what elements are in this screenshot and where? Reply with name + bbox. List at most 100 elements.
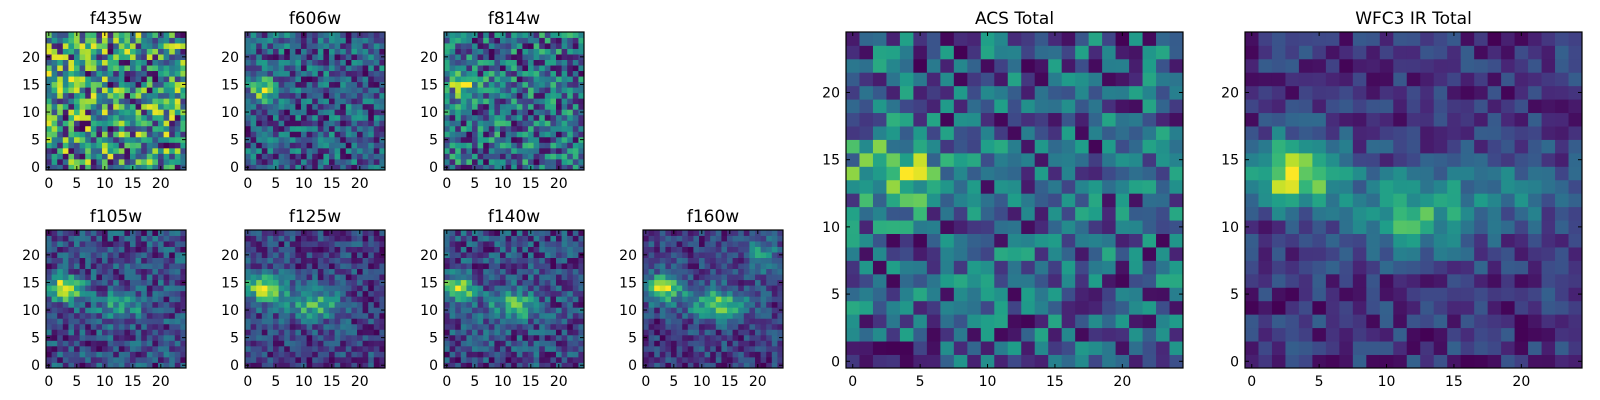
heatmap-cell (289, 59, 296, 66)
heatmap-cell (130, 120, 136, 127)
heatmap-cell (953, 179, 968, 194)
heatmap-cell (317, 290, 324, 297)
heatmap-cell (528, 323, 534, 330)
heatmap-cell (62, 32, 69, 38)
heatmap-cell (146, 32, 153, 38)
heatmap-cell (329, 65, 335, 72)
heatmap-cell (250, 340, 257, 347)
heatmap-cell (727, 263, 733, 270)
heatmap-cell (846, 354, 860, 369)
heatmap-cell (687, 268, 694, 275)
heatmap-cell (174, 125, 181, 132)
heatmap-cell (130, 114, 136, 121)
heatmap-cell (102, 307, 108, 314)
heatmap-cell (158, 268, 164, 275)
heatmap-cell (340, 340, 347, 347)
heatmap-cell (357, 76, 363, 83)
heatmap-cell (550, 76, 557, 83)
heatmap-cell (710, 340, 717, 347)
heatmap-cell (743, 340, 750, 347)
heatmap-cell (1142, 341, 1157, 355)
heatmap-cell (312, 323, 319, 330)
heatmap-cell (444, 43, 450, 49)
heatmap-cell (317, 54, 324, 60)
heatmap-cell (449, 87, 456, 94)
heatmap-cell (90, 131, 97, 138)
heatmap-cell (379, 76, 386, 83)
heatmap-cell (1061, 220, 1076, 234)
heatmap-cell (682, 257, 689, 264)
heatmap-cell (665, 351, 672, 358)
heatmap-cell (74, 334, 80, 341)
heatmap-cell (550, 312, 557, 319)
heatmap-cell (345, 103, 352, 110)
heatmap-cell (345, 235, 352, 242)
heatmap-cell (267, 48, 274, 55)
heatmap-cell (539, 136, 546, 143)
heatmap-cell (261, 246, 268, 253)
heatmap-cell (107, 230, 114, 236)
heatmap-cell (174, 268, 181, 275)
heatmap-cell (749, 263, 756, 270)
heatmap-cell (51, 54, 58, 60)
heatmap-cell (544, 241, 551, 247)
heatmap-cell (113, 81, 120, 88)
heatmap-cell (687, 312, 694, 319)
heatmap-cell (345, 340, 352, 347)
heatmap-cell (556, 103, 562, 110)
heatmap-cell (118, 76, 125, 83)
heatmap-cell (295, 252, 302, 258)
heatmap-cell (96, 158, 103, 165)
heatmap-cell (90, 164, 97, 171)
heatmap-cell (130, 98, 136, 105)
heatmap-cell (449, 125, 456, 132)
heatmap-cell (477, 87, 484, 94)
heatmap-cell (317, 98, 324, 105)
heatmap-cell (715, 351, 722, 358)
heatmap-cell (511, 351, 518, 358)
heatmap-cell (250, 356, 257, 363)
heatmap-cell (102, 279, 108, 286)
heatmap-cell (572, 54, 579, 60)
heatmap-cell (567, 158, 574, 165)
heatmap-cell (561, 362, 568, 369)
heatmap-cell (528, 43, 534, 49)
heatmap-cell (444, 114, 450, 121)
heatmap-cell (118, 103, 125, 110)
heatmap-cell (522, 32, 529, 38)
heatmap-cell (721, 241, 728, 247)
heatmap-cell (994, 341, 1009, 355)
heatmap-cell (516, 241, 523, 247)
heatmap-cell (135, 340, 142, 347)
heatmap-cell (124, 246, 131, 253)
heatmap-cell (163, 246, 170, 253)
heatmap-cell (174, 114, 181, 121)
heatmap-cell (340, 323, 347, 330)
heatmap-cell (766, 351, 773, 358)
heatmap-cell (494, 136, 501, 143)
heatmap-cell (340, 235, 347, 242)
heatmap-cell (306, 153, 313, 160)
heatmap-cell (345, 87, 352, 94)
heatmap-cell (267, 263, 274, 270)
heatmap-cell (727, 241, 733, 247)
heatmap-cell (158, 351, 164, 358)
heatmap-cell (289, 257, 296, 264)
heatmap-cell (113, 268, 120, 275)
heatmap-cell (90, 334, 97, 341)
heatmap-cell (362, 307, 369, 314)
heatmap-cell (317, 318, 324, 325)
heatmap-cell (118, 125, 125, 132)
heatmap-cell (301, 114, 307, 121)
heatmap-cell (334, 87, 341, 94)
heatmap-cell (278, 136, 285, 143)
heatmap-cell (174, 301, 181, 308)
heatmap-cell (261, 59, 268, 66)
heatmap-cell (710, 235, 717, 242)
heatmap-cell (572, 142, 579, 149)
heatmap-cell (130, 356, 136, 363)
heatmap-cell (472, 252, 478, 258)
heatmap-cell (46, 290, 52, 297)
heatmap-cell (301, 147, 307, 154)
heatmap-cell (57, 109, 64, 116)
